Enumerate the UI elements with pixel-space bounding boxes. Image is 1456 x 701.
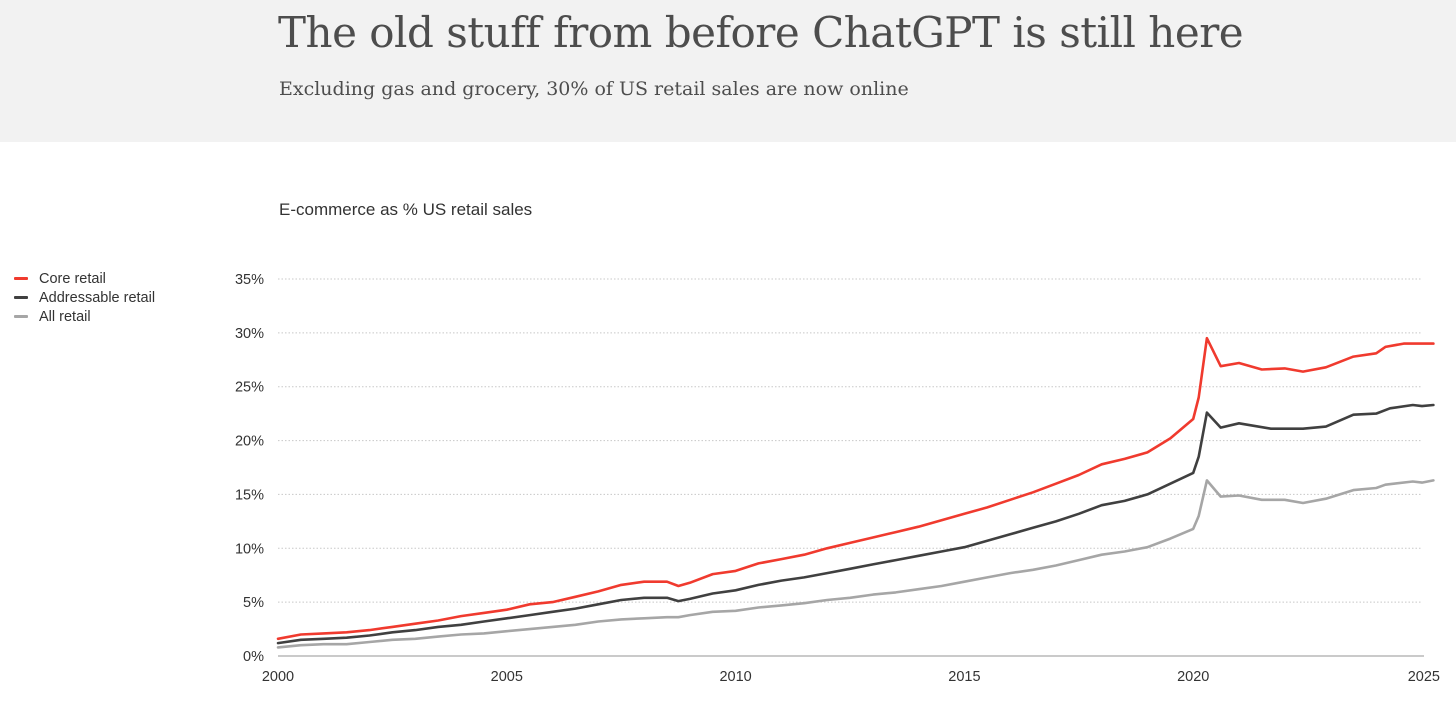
series-line-all-retail bbox=[276, 479, 1435, 649]
legend-swatch bbox=[14, 296, 28, 299]
legend-label: All retail bbox=[39, 308, 91, 325]
x-tick-label: 2020 bbox=[1177, 669, 1209, 685]
y-tick-label: 25% bbox=[235, 380, 264, 396]
y-tick-label: 0% bbox=[243, 649, 264, 665]
y-tick-label: 35% bbox=[235, 272, 264, 288]
legend-label: Addressable retail bbox=[39, 289, 156, 306]
series-line-core-retail bbox=[276, 336, 1435, 641]
chart-legend: Core retail Addressable retail All retail bbox=[14, 269, 155, 326]
header-band: The old stuff from before ChatGPT is sti… bbox=[0, 0, 1456, 142]
x-tick-label: 2015 bbox=[948, 669, 980, 685]
y-tick-label: 30% bbox=[235, 326, 264, 342]
legend-swatch bbox=[14, 277, 28, 280]
page-subtitle: Excluding gas and grocery, 30% of US ret… bbox=[279, 78, 909, 100]
page-title: The old stuff from before ChatGPT is sti… bbox=[278, 8, 1244, 57]
series-line-addressable-retail bbox=[276, 403, 1435, 645]
y-tick-label: 10% bbox=[235, 541, 264, 557]
legend-item: Addressable retail bbox=[14, 288, 155, 307]
x-tick-label: 2010 bbox=[719, 669, 751, 685]
x-tick-label: 2025 bbox=[1408, 669, 1440, 685]
x-tick-label: 2000 bbox=[262, 669, 294, 685]
legend-item: Core retail bbox=[14, 269, 155, 288]
legend-swatch bbox=[14, 315, 28, 318]
y-tick-label: 15% bbox=[235, 487, 264, 503]
legend-item: All retail bbox=[14, 307, 155, 326]
y-tick-label: 5% bbox=[243, 595, 264, 611]
y-tick-label: 20% bbox=[235, 434, 264, 450]
x-tick-label: 2005 bbox=[491, 669, 523, 685]
legend-label: Core retail bbox=[39, 270, 106, 287]
chart-title: E-commerce as % US retail sales bbox=[279, 200, 533, 219]
